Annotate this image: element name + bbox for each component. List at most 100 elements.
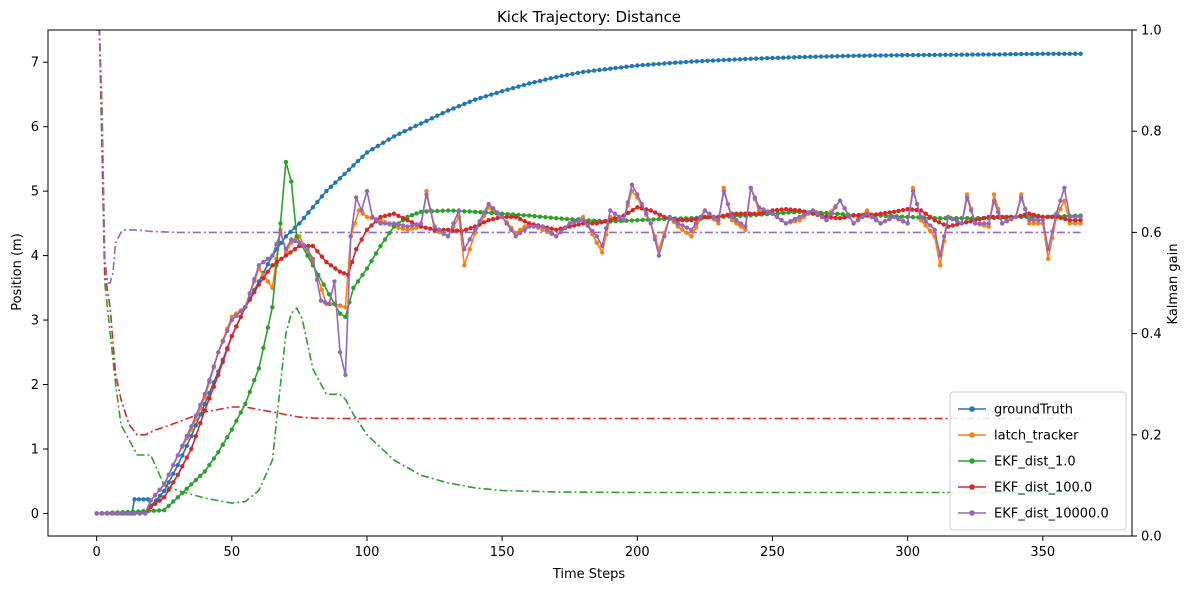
series-point (522, 227, 527, 232)
series-point (126, 511, 132, 516)
series-point (975, 52, 981, 57)
series-point (1045, 214, 1050, 220)
series-point (1073, 218, 1078, 223)
series-point (234, 313, 239, 318)
series-point (1024, 51, 1029, 57)
series-point (324, 259, 329, 265)
series-point (896, 216, 901, 222)
series-point (752, 195, 758, 200)
series-point (184, 455, 189, 460)
series-point (918, 218, 924, 223)
series-point (1000, 221, 1005, 226)
series-point (516, 84, 521, 89)
series-point (1018, 213, 1023, 219)
series-point (229, 314, 234, 319)
series-point (440, 111, 445, 116)
series-point (527, 213, 532, 218)
series-point (328, 184, 334, 189)
series-point (490, 206, 496, 211)
series-point (705, 58, 710, 63)
series-point (759, 56, 764, 61)
series-point (405, 218, 410, 223)
series-point (202, 408, 207, 413)
series-point (567, 221, 572, 226)
y-tick-label: 3 (31, 314, 39, 329)
series-point (558, 229, 563, 235)
series-point (435, 208, 440, 214)
series-point (532, 80, 537, 85)
series-point (216, 372, 221, 378)
series-point (629, 63, 635, 69)
series-point (278, 221, 283, 226)
series-point (364, 150, 370, 155)
series-point (894, 53, 899, 58)
series-point (387, 230, 392, 236)
series-point (797, 54, 802, 60)
plot-lines (94, 30, 1083, 516)
series-point (640, 62, 645, 68)
series-point (986, 52, 991, 57)
series-point (283, 234, 289, 239)
series-point (651, 217, 656, 222)
series-point (970, 52, 975, 57)
series-point (132, 497, 137, 502)
series-point (166, 472, 171, 477)
series-point (310, 243, 316, 249)
series-point (373, 251, 379, 256)
series-point (481, 210, 487, 215)
series-point (916, 52, 921, 58)
series-point (261, 276, 266, 281)
series-point (537, 214, 543, 219)
series-point (370, 214, 375, 220)
series-point (162, 488, 167, 494)
series-point (923, 211, 928, 216)
series-point (943, 52, 948, 57)
series-point (937, 216, 943, 221)
series-point (801, 212, 807, 217)
series-point (143, 511, 148, 516)
series-point (600, 243, 605, 249)
series-point (495, 215, 500, 221)
series-point (554, 227, 559, 232)
series-point (171, 462, 176, 468)
series-point (764, 56, 770, 61)
series-point (400, 223, 406, 228)
series-point (337, 303, 343, 308)
series-point (247, 291, 252, 296)
series-point (964, 220, 969, 225)
series-point (432, 224, 437, 229)
series-point (716, 221, 721, 226)
series-point (1078, 218, 1083, 223)
series-point (819, 214, 825, 220)
series-point (305, 253, 310, 258)
series-point (846, 213, 852, 219)
series-point (270, 305, 275, 310)
y-tick-label: 5 (31, 185, 39, 200)
legend-label: EKF_dist_10000.0 (994, 507, 1109, 522)
series-point (346, 167, 352, 172)
legend-item: latch_tracker (958, 429, 1079, 444)
series-point (986, 224, 991, 229)
series-point (554, 216, 559, 221)
series-point (702, 214, 708, 220)
series-point (786, 55, 791, 60)
series-point (725, 201, 731, 207)
series-point (946, 214, 951, 220)
x-tick-label: 150 (490, 545, 515, 560)
series-point (608, 66, 613, 71)
series-point (656, 216, 662, 222)
series-point (408, 126, 413, 131)
series-point (462, 101, 467, 107)
series-point (478, 95, 483, 101)
series-point (734, 218, 739, 223)
series-point (180, 490, 185, 496)
series-point (121, 511, 126, 516)
series-point (725, 212, 730, 217)
series-point (711, 214, 717, 220)
series-point (315, 249, 320, 254)
series-point (824, 218, 829, 223)
series-point (743, 56, 748, 62)
series-point (802, 54, 808, 60)
series-point (193, 413, 198, 418)
series-point (518, 227, 523, 232)
